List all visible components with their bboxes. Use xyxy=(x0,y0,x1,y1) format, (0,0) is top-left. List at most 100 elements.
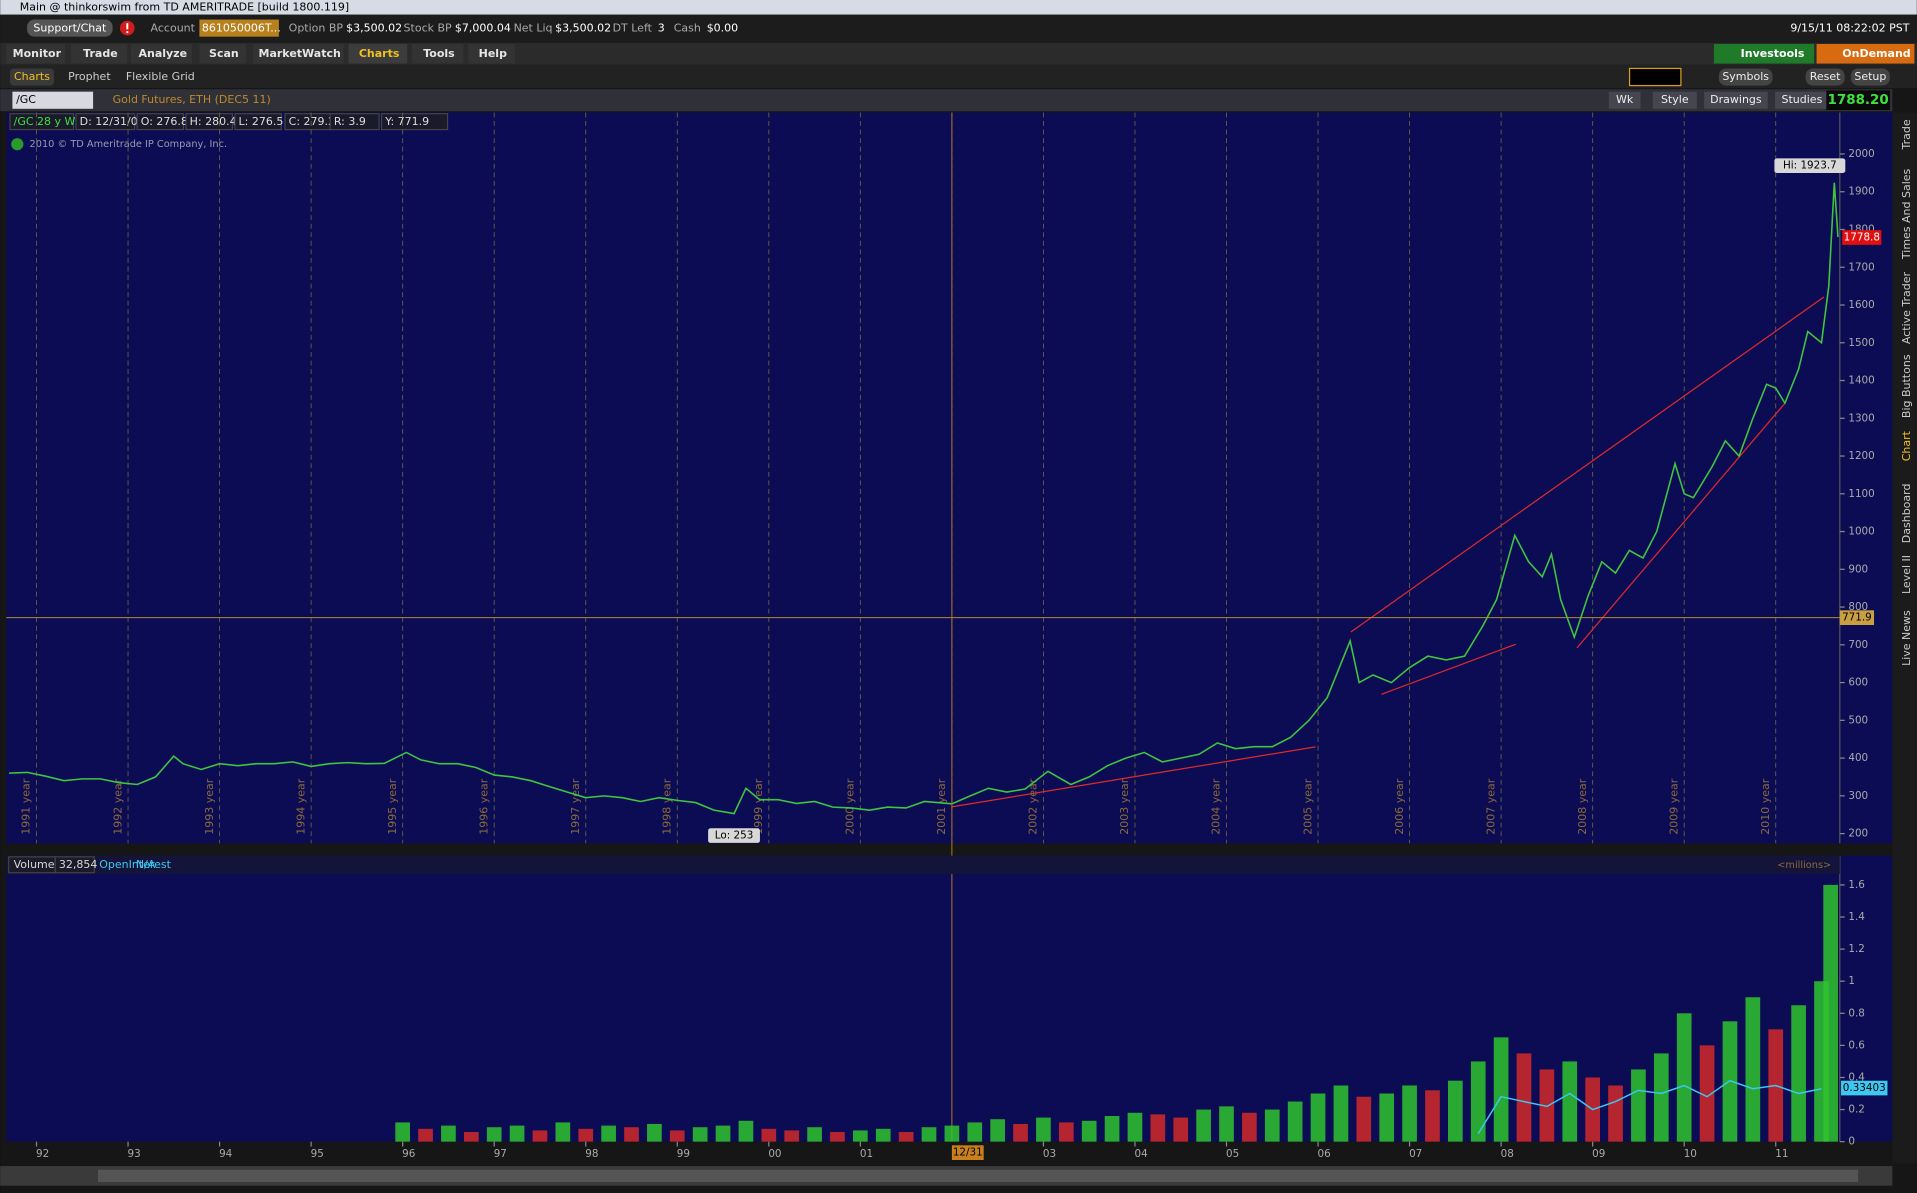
y-tick-label: 0.8 xyxy=(1848,1007,1865,1019)
side-tab[interactable]: Trade xyxy=(1900,119,1913,150)
y-tick-label: 200 xyxy=(1848,828,1868,840)
account-box[interactable] xyxy=(199,19,279,37)
button[interactable] xyxy=(1805,68,1845,86)
x-tick-label: 08 xyxy=(1501,1148,1514,1160)
side-tab[interactable]: Chart xyxy=(1900,430,1913,461)
x-tick-label: 06 xyxy=(1318,1148,1331,1160)
info-box xyxy=(185,113,234,131)
support-button[interactable]: Support/Chat xyxy=(33,22,107,35)
side-tab[interactable]: Active Trader xyxy=(1900,271,1913,344)
header-button[interactable] xyxy=(1608,91,1641,109)
annotation: Hi: 1923.7 xyxy=(1783,160,1837,172)
legend-box xyxy=(54,856,95,874)
subtab[interactable]: Flexible Grid xyxy=(126,70,195,83)
button[interactable]: Symbols xyxy=(1722,70,1769,83)
oi-label-box xyxy=(1841,1080,1888,1096)
volume-bar xyxy=(1264,1109,1280,1142)
window-title: Main @ thinkorswim from TD AMERITRADE [b… xyxy=(20,0,349,13)
symbol-box[interactable] xyxy=(12,91,94,109)
header-button[interactable]: Studies xyxy=(1782,93,1823,106)
side-tab[interactable]: Dashboard xyxy=(1900,484,1913,544)
tab[interactable] xyxy=(412,44,464,64)
side-tab[interactable]: Level II xyxy=(1900,555,1913,594)
volume-bar xyxy=(418,1128,433,1142)
x-tick-label: 2000 year xyxy=(844,778,857,835)
tab[interactable] xyxy=(71,44,128,64)
account-field: 3 xyxy=(658,22,665,35)
info-icon xyxy=(11,138,24,151)
info-box xyxy=(234,113,282,131)
link[interactable] xyxy=(1713,44,1815,64)
x-tick-label: 07 xyxy=(1409,1148,1422,1160)
y-tick-label: 1800 xyxy=(1848,223,1874,235)
y-tick-label: 0.2 xyxy=(1848,1104,1865,1116)
tab[interactable] xyxy=(130,44,193,64)
tab[interactable] xyxy=(199,44,246,64)
y-tick-label: 600 xyxy=(1848,677,1868,689)
button[interactable] xyxy=(1850,68,1890,86)
volume-bar xyxy=(807,1127,822,1142)
link[interactable]: Investools xyxy=(1741,47,1805,60)
tab[interactable]: Analyze xyxy=(138,47,187,60)
tab[interactable]: MarketWatch xyxy=(259,47,341,60)
x-tick-label: 01 xyxy=(860,1148,873,1160)
y-tick-label: 1.6 xyxy=(1848,879,1865,891)
subtab[interactable]: Prophet xyxy=(68,70,111,83)
button[interactable] xyxy=(27,19,113,37)
y-tick-label: 1900 xyxy=(1848,186,1874,198)
tab[interactable]: Tools xyxy=(423,47,455,60)
header-button[interactable] xyxy=(1704,91,1768,109)
scroll-thumb[interactable] xyxy=(97,1169,1859,1182)
header-button[interactable]: Style xyxy=(1661,93,1689,106)
subtab-active[interactable] xyxy=(9,68,54,86)
volume-bar xyxy=(1791,1005,1806,1142)
header-button[interactable]: Drawings xyxy=(1710,93,1762,106)
x-tick-label: 2005 year xyxy=(1301,778,1314,835)
tab[interactable]: Scan xyxy=(209,47,239,60)
subtab[interactable]: Charts xyxy=(14,70,50,83)
alert-icon-dot xyxy=(126,31,129,34)
cursor-label: 12/31 xyxy=(953,1147,983,1159)
volume-bar xyxy=(555,1122,571,1142)
header-button[interactable] xyxy=(1775,91,1829,109)
tab[interactable]: Trade xyxy=(83,47,117,60)
tab[interactable] xyxy=(348,44,408,64)
tab[interactable]: Monitor xyxy=(13,47,62,60)
tab[interactable] xyxy=(253,44,344,64)
side-tab[interactable]: Live News xyxy=(1900,610,1913,666)
volume-bar xyxy=(509,1125,525,1142)
crosshair-label: 771.9 xyxy=(1842,612,1872,624)
volume-bar xyxy=(1036,1117,1051,1142)
account-field: $3,500.02 xyxy=(346,22,402,35)
label: 861050006T... xyxy=(202,22,281,35)
y-tick-label: 1.4 xyxy=(1848,911,1865,923)
side-tab[interactable]: Times And Sales xyxy=(1900,168,1913,260)
tab[interactable]: Help xyxy=(479,47,507,60)
title-bar xyxy=(0,0,1917,15)
volume-bar xyxy=(1699,1045,1715,1142)
y-tick-label: 900 xyxy=(1848,563,1868,575)
volume-bar xyxy=(1242,1112,1257,1142)
tab[interactable] xyxy=(6,44,65,64)
x-tick-label: 92 xyxy=(36,1148,49,1160)
button[interactable]: Setup xyxy=(1854,70,1886,83)
header-button[interactable] xyxy=(1652,91,1697,109)
legend-oi: OpenInterest xyxy=(99,858,171,871)
link[interactable]: OnDemand xyxy=(1842,47,1910,60)
account-field: $3,500.02 xyxy=(555,22,611,35)
side-tab[interactable]: Big Buttons xyxy=(1900,354,1913,418)
button[interactable]: Reset xyxy=(1810,70,1841,83)
volume-bar xyxy=(1219,1106,1234,1142)
header-button[interactable]: Wk xyxy=(1616,93,1634,106)
trend-line xyxy=(1350,296,1825,633)
x-tick-label: 1991 year xyxy=(20,778,33,835)
tab[interactable] xyxy=(468,44,515,64)
y-tick-label: 0.4 xyxy=(1848,1071,1865,1083)
account-field: Stock BP xyxy=(404,22,452,35)
button[interactable] xyxy=(1718,68,1773,86)
x-tick-label: 1997 year xyxy=(569,778,582,835)
tab[interactable]: Charts xyxy=(359,47,400,60)
link[interactable] xyxy=(1816,44,1915,64)
y-tick-label: 800 xyxy=(1848,601,1868,613)
